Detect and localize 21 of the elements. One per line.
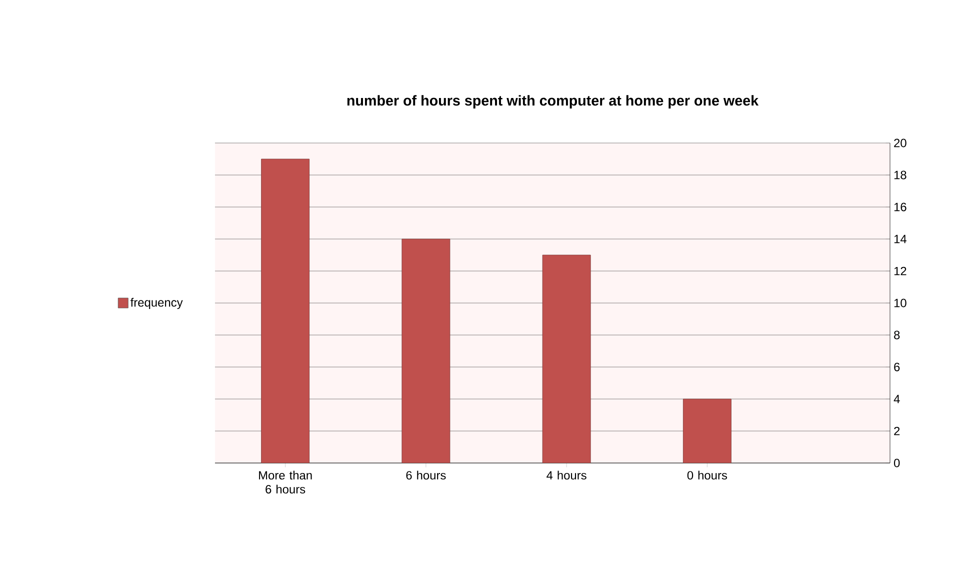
y-tick-label: 0 xyxy=(894,458,900,468)
bar xyxy=(402,238,450,463)
x-tick-label: 6 hours xyxy=(406,470,446,480)
y-tick-label: 6 xyxy=(894,362,900,372)
y-tick-label: 20 xyxy=(894,138,906,148)
x-tick-label: 0 hours xyxy=(687,470,728,480)
y-tick-label: 12 xyxy=(894,266,906,276)
bar xyxy=(261,158,310,463)
x-tick-label: More than 6 hours xyxy=(259,470,312,494)
x-tick-label: 4 hours xyxy=(546,470,586,480)
y-tick-label: 14 xyxy=(894,234,906,244)
bar xyxy=(542,254,591,463)
y-tick-label: 4 xyxy=(894,394,900,404)
y-tick-label: 18 xyxy=(894,170,906,180)
chart-title: number of hours spent with computer at home per one week xyxy=(347,95,759,109)
y-tick-label: 8 xyxy=(894,330,900,340)
y-tick-label: 16 xyxy=(894,202,906,212)
legend-label: frequency xyxy=(130,298,183,310)
y-tick-label: 2 xyxy=(894,426,900,436)
bar xyxy=(682,398,732,463)
y-tick-label: 10 xyxy=(894,298,906,308)
